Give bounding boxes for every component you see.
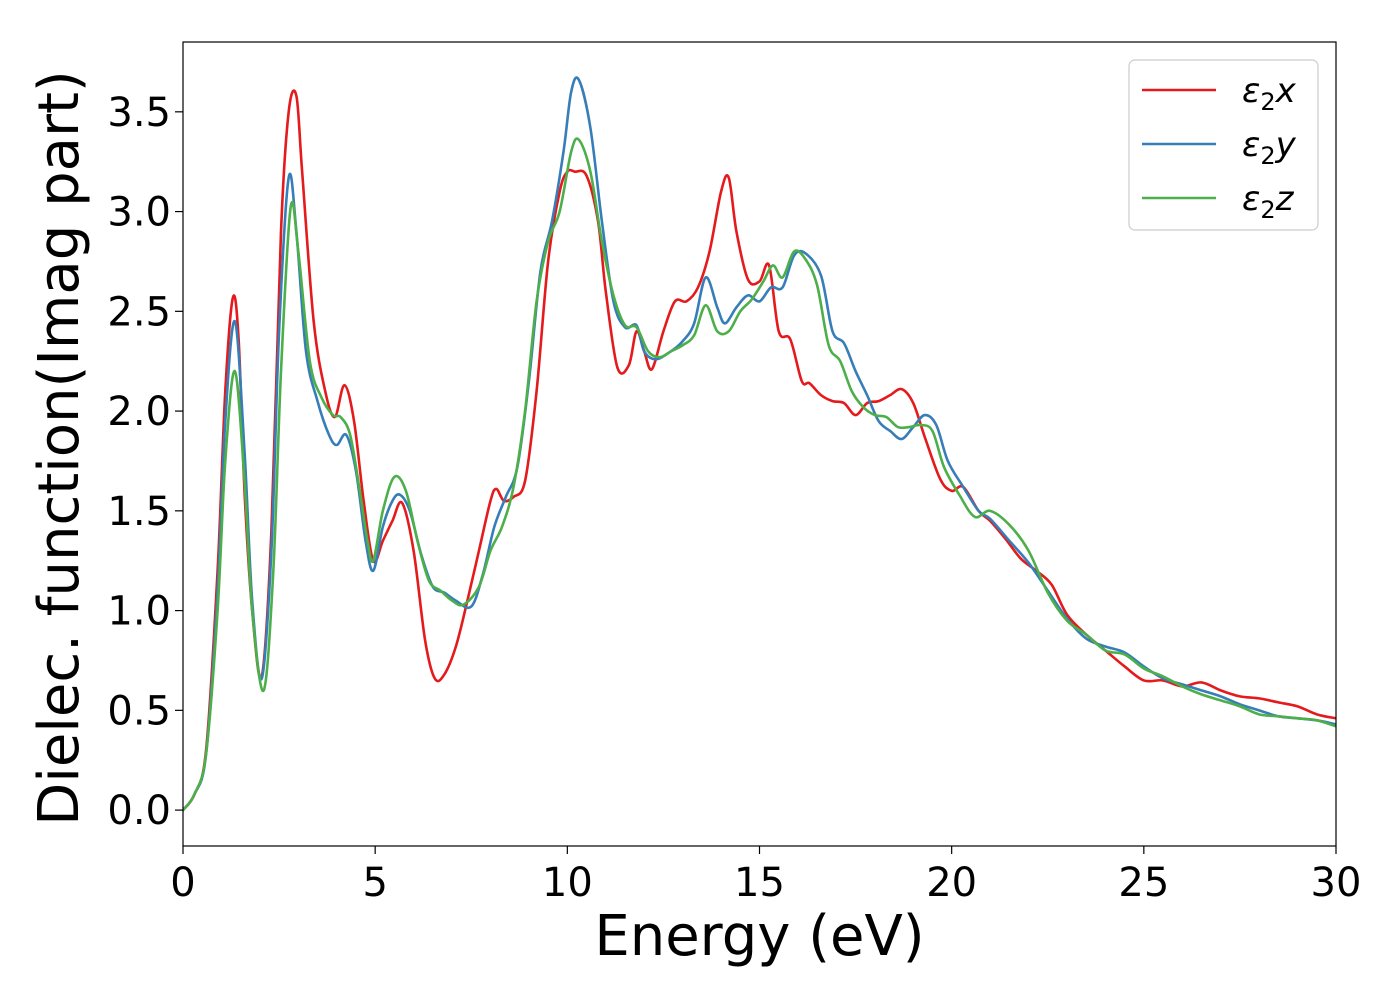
y-tick-label: 0.5 — [107, 688, 171, 734]
x-tick-label: 10 — [542, 860, 593, 906]
x-tick-label: 20 — [926, 860, 977, 906]
y-axis: 0.0 0.5 1.0 1.5 2.0 2.5 3.0 3.5 — [107, 90, 183, 834]
y-tick-label: 2.0 — [107, 389, 171, 435]
legend-box — [1128, 59, 1319, 231]
y-axis-label: Dielec. function(Imag part) — [27, 70, 92, 826]
legend-label-z: ε2z — [1242, 179, 1295, 224]
y-tick-label: 0.0 — [107, 788, 171, 834]
x-tick-label: 15 — [734, 860, 785, 906]
legend: ε2x ε2y ε2z — [1128, 59, 1319, 231]
y-tick-label: 2.5 — [107, 289, 171, 335]
x-tick-label: 30 — [1311, 860, 1362, 906]
x-axis: 0 5 10 15 20 25 30 — [170, 846, 1361, 906]
x-axis-label: Energy (eV) — [594, 904, 924, 969]
series-line-x — [183, 89, 1336, 812]
y-tick-label: 3.0 — [107, 190, 171, 236]
y-tick-label: 3.5 — [107, 90, 171, 136]
legend-label-y: ε2y — [1242, 125, 1297, 170]
y-tick-label: 1.0 — [107, 589, 171, 635]
x-tick-label: 0 — [170, 860, 195, 906]
x-tick-label: 5 — [362, 860, 387, 906]
legend-label-x: ε2x — [1242, 71, 1297, 116]
x-tick-label: 25 — [1118, 860, 1169, 906]
y-tick-label: 1.5 — [107, 489, 171, 535]
series-line-z — [183, 137, 1336, 812]
series-layer — [183, 76, 1336, 812]
